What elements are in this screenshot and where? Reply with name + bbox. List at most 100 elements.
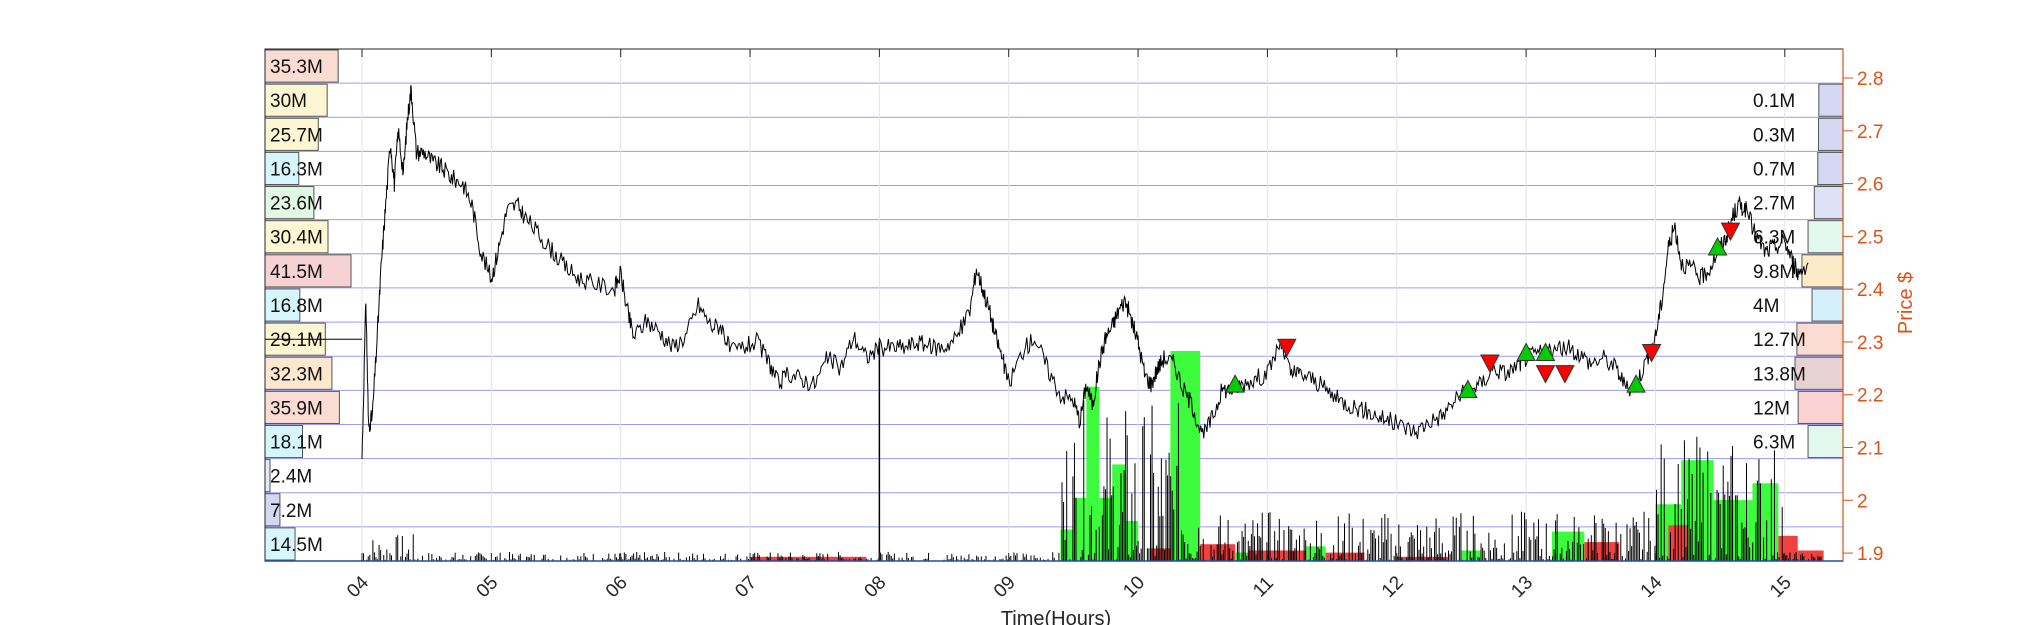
right-profile-label: 0.7M	[1753, 159, 1795, 180]
volume-bar-red	[1797, 550, 1824, 561]
volume-bar-red	[750, 556, 867, 561]
right-profile-label: 2.7M	[1753, 194, 1795, 215]
y-tick-label: 2.3	[1857, 333, 1883, 354]
x-tick-label: 14	[1637, 572, 1667, 602]
sell-marker	[1480, 354, 1500, 374]
left-profile-label: 25.7M	[270, 125, 323, 146]
left-profile-label: 23.6M	[270, 194, 323, 215]
y-tick-label: 2.4	[1857, 280, 1884, 301]
right-profile-bar	[1794, 356, 1844, 390]
x-tick-label: 08	[861, 572, 891, 602]
left-profile-label: 14.5M	[270, 535, 323, 556]
buy-marker	[1707, 236, 1728, 256]
right-profile-bar	[1797, 390, 1844, 424]
left-profile-label: 30M	[270, 91, 307, 112]
x-tick-label: 11	[1249, 573, 1278, 602]
right-profile-label: 0.1M	[1753, 91, 1795, 112]
y-tick-label: 2.6	[1857, 175, 1883, 196]
right-profile-label: 13.8M	[1753, 364, 1806, 385]
right-profile-label: 4M	[1753, 296, 1779, 317]
left-profile-bar	[264, 220, 329, 254]
x-axis-label: Time(Hours)	[1001, 608, 1111, 625]
buy-marker	[1535, 342, 1556, 362]
right-profile-label: 0.3M	[1753, 125, 1795, 146]
right-profile-label: 6.3M	[1753, 433, 1795, 454]
volume-bar-green	[1461, 550, 1481, 561]
right-profile-label: 12.7M	[1753, 330, 1806, 351]
left-volume-profile: 35.3M 30M 25.7M 16.3M 23.6M 30.4M 41.5M 16.8M 29…	[264, 49, 352, 561]
sell-marker	[1641, 344, 1662, 363]
x-tick-label: 06	[602, 572, 632, 602]
x-tick-label: 05	[473, 572, 503, 602]
left-profile-bar	[264, 424, 304, 459]
volume-bar-green	[1073, 498, 1087, 561]
axes	[264, 48, 1844, 562]
sell-marker	[1535, 365, 1556, 384]
right-profile-label: 12M	[1753, 398, 1790, 419]
left-profile-bar	[264, 49, 339, 83]
x-tick-label: 07	[731, 572, 761, 602]
x-tick-label: 09	[990, 572, 1020, 602]
volume-bar-green	[1235, 552, 1249, 561]
y-tick-label: 2	[1857, 491, 1868, 512]
right-profile-bar	[1818, 83, 1844, 117]
right-profile-bar	[1813, 186, 1844, 220]
right-profile-bar	[1811, 288, 1844, 322]
price-series-line	[361, 85, 1809, 460]
right-volume-profile: 0.1M 0.3M 0.7M 2.7M 6.3M 9.8M 4M 12.7M 13.8M 12M 6…	[265, 83, 1844, 459]
volume-bar-red	[1396, 556, 1449, 561]
left-profile-label: 35.3M	[270, 57, 323, 78]
buy-marker	[1458, 379, 1478, 398]
left-profile-label: 32.3M	[270, 364, 323, 385]
volume-bar-red	[1778, 535, 1798, 561]
left-profile-bar	[264, 151, 300, 186]
y-tick-label: 2.7	[1857, 122, 1883, 143]
left-profile-label: 16.3M	[270, 159, 323, 180]
sell-marker	[1720, 222, 1741, 242]
y-axis-label: Price $	[1895, 272, 1917, 334]
x-tick-label: 10	[1119, 572, 1149, 602]
right-profile-bar	[1796, 322, 1844, 356]
buy-marker	[1516, 342, 1536, 362]
volume-bar-green	[1170, 351, 1201, 561]
volume-spikes	[361, 341, 1822, 561]
left-profile-label: 2.4M	[270, 467, 312, 488]
left-profile-label: 7.2M	[270, 501, 312, 522]
left-profile-label: 41.5M	[270, 262, 323, 283]
y-tick-label: 2.1	[1857, 439, 1883, 460]
trade-markers	[1225, 222, 1741, 398]
left-profile-label: 18.1M	[270, 433, 323, 454]
y-tick-label: 1.9	[1857, 544, 1883, 565]
left-profile-bar	[264, 186, 315, 220]
y-tick-label: 2.2	[1857, 386, 1883, 407]
left-profile-label: 29.1M	[270, 330, 323, 351]
x-tick-label: 13	[1507, 572, 1537, 602]
right-profile-bar	[1801, 254, 1844, 288]
volume-bar-green	[1112, 464, 1126, 561]
x-tick-label: 15	[1766, 572, 1796, 602]
price-line	[361, 85, 1809, 460]
volume-bars	[750, 351, 1824, 561]
right-profile-bar	[1817, 151, 1844, 186]
plot-frame	[264, 48, 1844, 562]
x-tick-label: 04	[343, 572, 373, 602]
sell-marker	[1276, 338, 1297, 358]
right-profile-bar	[1817, 117, 1844, 151]
volume-bar-red	[1325, 552, 1365, 561]
y-tick-label: 2.8	[1857, 69, 1883, 90]
left-profile-label: 35.9M	[270, 398, 323, 419]
left-profile-label: 30.4M	[270, 228, 323, 249]
right-profile-label: 6.3M	[1753, 228, 1795, 249]
grid-lines	[265, 48, 1843, 562]
buy-marker	[1626, 374, 1646, 393]
left-profile-bar	[264, 390, 340, 424]
buy-marker	[1225, 374, 1245, 393]
right-profile-bar	[1807, 220, 1844, 254]
volume-bar-green	[1086, 386, 1100, 561]
volume-bar-red	[1248, 550, 1307, 561]
right-profile-bar	[1807, 424, 1844, 459]
y-tick-label: 2.5	[1857, 227, 1883, 248]
right-profile-label: 9.8M	[1753, 262, 1795, 283]
left-profile-label: 16.8M	[270, 296, 323, 317]
